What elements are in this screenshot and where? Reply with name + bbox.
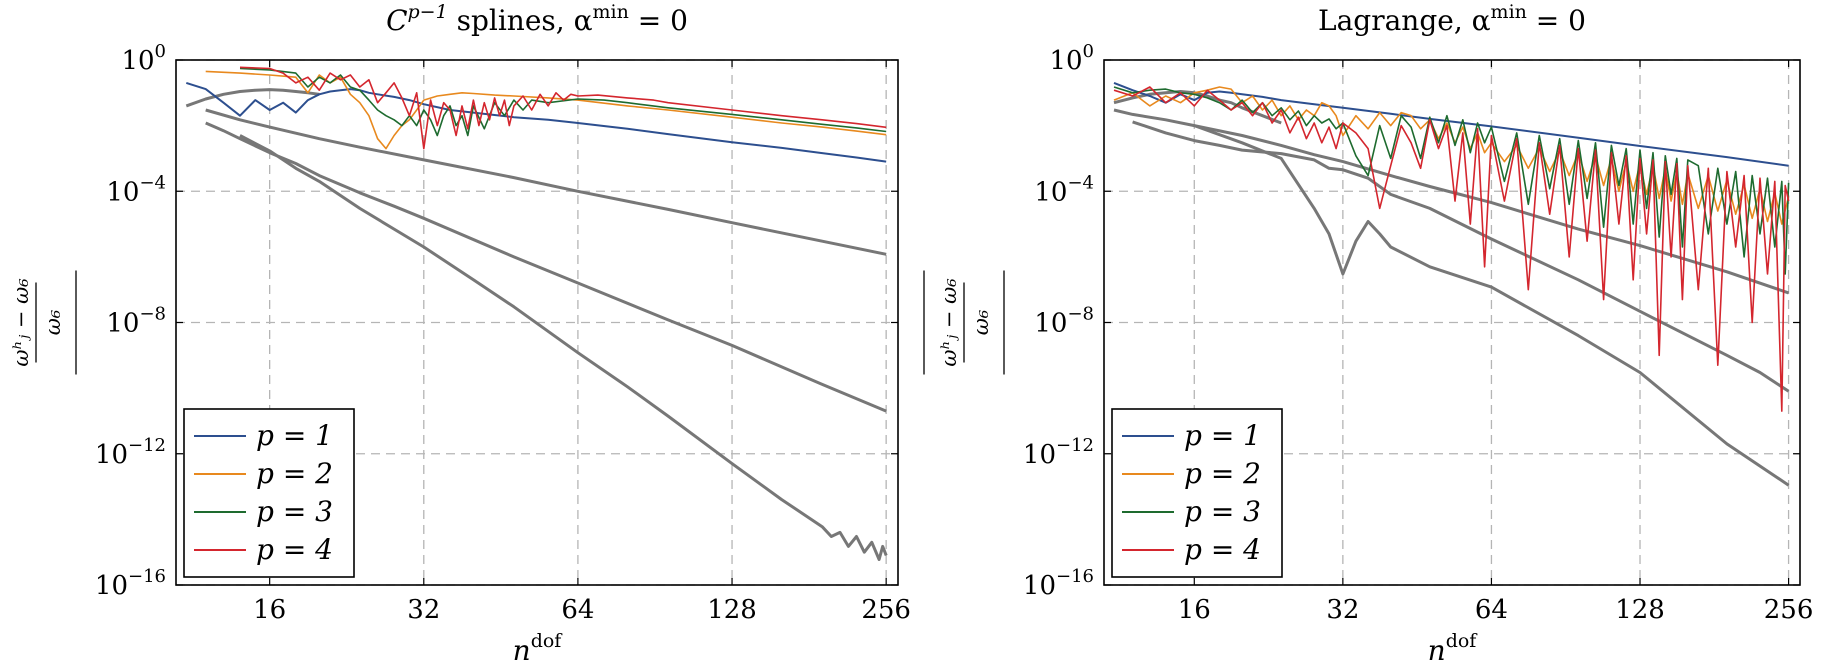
x-tick-label: 32 (407, 595, 440, 625)
legend-entry-label: p = 3 (256, 495, 333, 528)
y-tick-label: 10−16 (95, 566, 166, 601)
y-tick-label: 100 (121, 41, 166, 76)
x-tick-label: 256 (1764, 595, 1814, 625)
series-line-p2 (1113, 86, 1790, 225)
y-tick-label: 10−8 (106, 304, 166, 339)
reference-line-gray (1193, 124, 1790, 487)
y-label-numerator: ωʰⱼ − ω₆ (937, 278, 961, 367)
reference-line-gray (1113, 108, 1790, 295)
legend-entry-label: p = 2 (1184, 457, 1261, 490)
chart-panel-2: 16 32 64 128 256 100 10−4 10−8 10−12 10−16 Lagrang… (923, 1, 1814, 667)
y-tick-label: 10−16 (1023, 566, 1094, 601)
x-tick-label: 64 (1475, 595, 1508, 625)
legend-entry-label: p = 1 (256, 419, 333, 452)
legend-entry-label: p = 3 (1184, 495, 1261, 528)
y-tick-label: 10−8 (1034, 304, 1094, 339)
reference-line-gray (205, 108, 887, 256)
chart-title: Lagrange, αmin = 0 (1318, 1, 1586, 37)
series-group (1113, 81, 1790, 487)
reference-line-gray (205, 121, 887, 413)
x-tick-label: 128 (707, 595, 757, 625)
series-line-p2 (205, 70, 887, 150)
legend-entry-label: p = 4 (256, 533, 333, 566)
y-axis-label: ωʰⱼ − ω₆ ω₆ (9, 270, 77, 375)
x-tick-label: 256 (861, 595, 911, 625)
y-label-numerator: ωʰⱼ − ω₆ (9, 278, 33, 367)
series-line-p1 (185, 81, 887, 163)
series-line-p3 (1113, 86, 1790, 275)
y-tick-label: 10−4 (1034, 172, 1094, 207)
y-axis-label: ωʰⱼ − ω₆ ω₆ (923, 270, 1005, 375)
series-line-p4 (1113, 86, 1790, 412)
y-tick-label: 10−4 (106, 172, 166, 207)
x-axis-label: ndof (513, 630, 564, 667)
x-tick-label: 64 (561, 595, 594, 625)
chart-title: Cp−1 splines, αmin = 0 (386, 1, 688, 37)
series-line-p4 (239, 66, 887, 150)
legend: p = 1 p = 2 p = 3 p = 4 (183, 408, 355, 578)
y-tick-label: 10−12 (1023, 435, 1094, 470)
y-label-denominator: ω₆ (969, 309, 993, 335)
legend-entry-label: p = 2 (256, 457, 333, 490)
legend: p = 1 p = 2 p = 3 p = 4 (1111, 408, 1283, 578)
x-tick-label: 16 (253, 595, 286, 625)
reference-line-gray (1132, 120, 1790, 393)
series-line-p1 (1113, 81, 1789, 167)
x-axis-label: ndof (1428, 630, 1479, 667)
x-tick-label: 128 (1615, 595, 1665, 625)
x-tick-label: 32 (1326, 595, 1359, 625)
series-line-p3 (239, 67, 887, 137)
legend-entry-label: p = 1 (1184, 419, 1261, 452)
legend-entry-label: p = 4 (1184, 533, 1261, 566)
series-group (185, 66, 888, 561)
x-tick-label: 16 (1178, 595, 1211, 625)
y-label-denominator: ω₆ (41, 309, 65, 335)
reference-line-gray (239, 134, 888, 561)
y-tick-label: 100 (1049, 41, 1094, 76)
y-tick-label: 10−12 (95, 435, 166, 470)
chart-panel-1: 16 32 64 128 256 100 10−4 10−8 10−12 10−16 Cp−1 sp… (9, 1, 911, 667)
